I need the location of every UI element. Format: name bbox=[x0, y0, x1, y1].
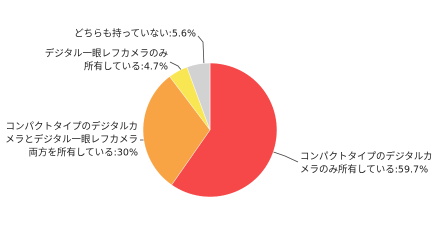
slice-label: コンパクトタイプのデジタルカ bbox=[300, 151, 433, 163]
slice-label: デジタル一眼レフカメラのみ bbox=[45, 48, 168, 60]
slice-label: 所有している:4.7% bbox=[84, 61, 168, 73]
slice-label: どちらも持っていない:5.6% bbox=[74, 28, 196, 40]
slice-label: コンパクトタイプのデジタルカ bbox=[5, 121, 138, 133]
slice-label: 両方を所有している:30% bbox=[28, 147, 138, 159]
leader-line bbox=[197, 35, 205, 67]
chart: コンパクトタイプのデジタルカメラのみ所有している:59.7%コンパクトタイプのデ… bbox=[5, 28, 433, 198]
pie-slice bbox=[171, 62, 278, 198]
slice-label: メラとデジタル一眼レフカメラ bbox=[5, 134, 138, 146]
pie-slice bbox=[142, 76, 211, 186]
pie-slice bbox=[186, 62, 211, 131]
slice-label: メラのみ所有している:59.7% bbox=[300, 164, 428, 176]
